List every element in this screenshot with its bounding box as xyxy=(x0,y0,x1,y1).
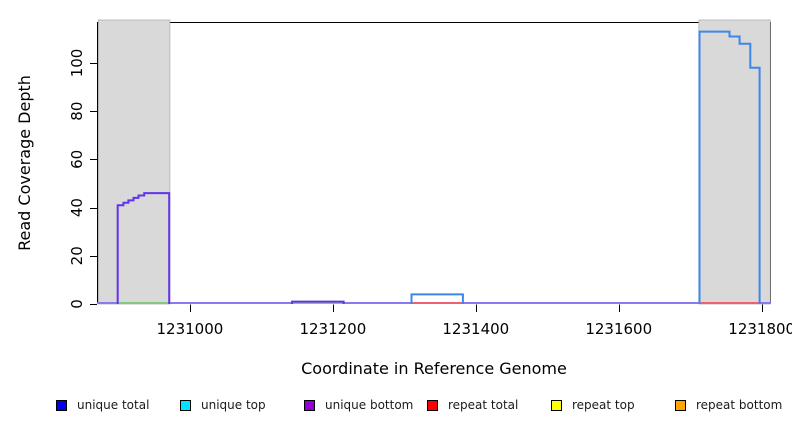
x-tick-label: 1231800 xyxy=(728,320,792,338)
coverage-line-bump-1 xyxy=(291,300,345,304)
x-tick-label: 1231400 xyxy=(442,320,509,338)
y-tick-label: 0 xyxy=(68,299,86,309)
x-tick-label: 1231600 xyxy=(585,320,652,338)
coverage-line-left-peak xyxy=(116,192,171,304)
legend: unique total unique top unique bottom repea… xyxy=(0,396,792,418)
coverage-line-bump-2 xyxy=(410,293,464,304)
legend-item-unique-bottom: unique bottom xyxy=(304,396,413,414)
legend-label-repeat-top: repeat top xyxy=(572,398,635,412)
legend-swatch-unique-bottom xyxy=(304,399,315,411)
legend-item-repeat-top: repeat top xyxy=(551,396,635,414)
x-tick-label: 1231000 xyxy=(157,320,224,338)
legend-label-unique-total: unique total xyxy=(77,398,150,412)
legend-swatch-unique-total xyxy=(56,399,67,411)
y-tick-label: 100 xyxy=(68,49,86,78)
coverage-line-right-peak xyxy=(698,30,761,304)
x-axis-title: Coordinate in Reference Genome xyxy=(301,359,567,378)
legend-label-repeat-total: repeat total xyxy=(448,398,519,412)
legend-swatch-repeat-total xyxy=(427,399,438,411)
y-tick-label: 40 xyxy=(68,198,86,217)
legend-item-unique-total: unique total xyxy=(56,396,149,414)
legend-swatch-unique-top xyxy=(180,399,191,411)
legend-item-repeat-total: repeat total xyxy=(427,396,518,414)
legend-item-unique-top: unique top xyxy=(180,396,266,414)
legend-swatch-repeat-top xyxy=(551,399,562,411)
legend-swatch-repeat-bottom xyxy=(675,399,686,411)
plot-border xyxy=(97,22,771,304)
shaded-region-left-flank xyxy=(98,19,171,305)
legend-label-unique-top: unique top xyxy=(201,398,266,412)
legend-item-repeat-bottom: repeat bottom xyxy=(675,396,782,414)
y-tick-label: 20 xyxy=(68,246,86,265)
y-axis-title: Read Coverage Depth xyxy=(15,75,34,251)
legend-label-repeat-bottom: repeat bottom xyxy=(696,398,783,412)
y-tick-label: 80 xyxy=(68,102,86,121)
x-tick-label: 1231200 xyxy=(299,320,366,338)
legend-label-unique-bottom: unique bottom xyxy=(325,398,414,412)
y-tick-label: 60 xyxy=(68,150,86,169)
